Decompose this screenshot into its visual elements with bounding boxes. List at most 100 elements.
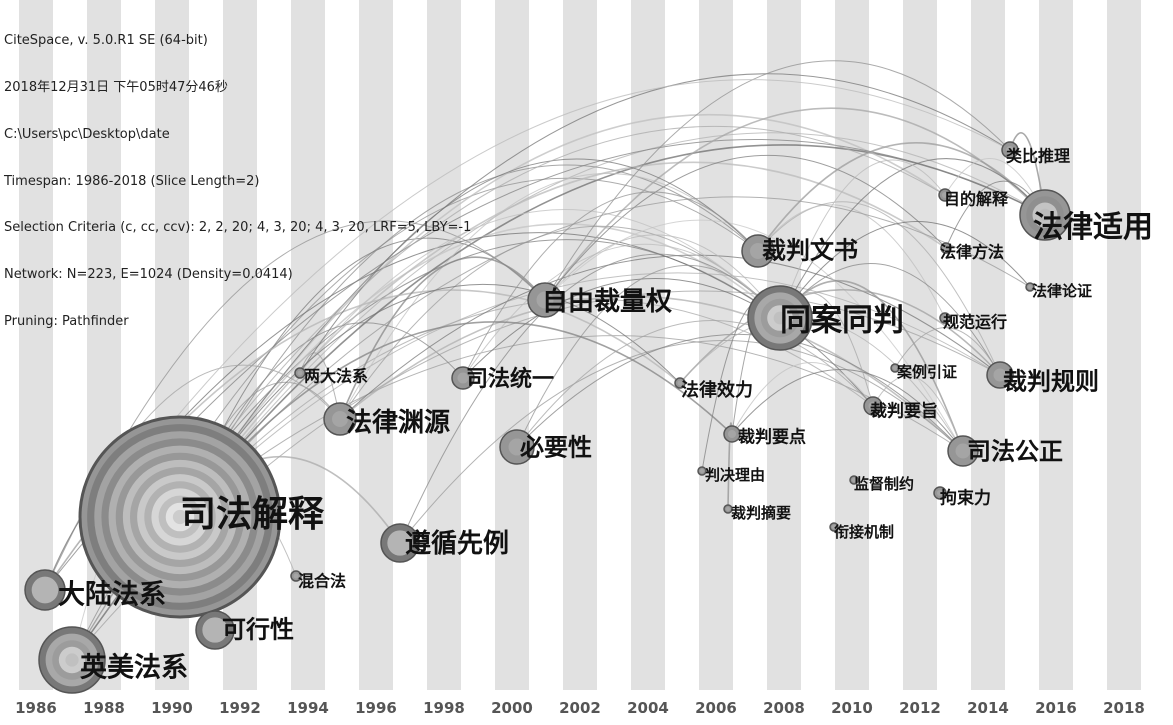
node-n16[interactable] [741,234,775,268]
year-stripe-2004 [631,0,665,690]
edge-n10-n23 [516,333,964,452]
edge-n1-n26 [179,161,947,518]
edge-n16-n25 [757,204,946,319]
run-info: CiteSpace, v. 5.0.R1 SE (64-bit) 2018年12… [4,2,471,361]
edge-n11-n26 [544,154,947,301]
node-n20[interactable] [890,363,900,373]
node-n3[interactable] [38,626,106,694]
node-n26[interactable] [940,242,952,254]
node-n4[interactable] [195,610,235,650]
node-label-n10: 必要性 [520,433,592,462]
node-n27[interactable] [986,361,1014,389]
node-n13[interactable] [697,466,707,476]
edge-n7-n11 [339,256,546,420]
year-stripe-2012 [903,0,937,690]
year-label-1990: 1990 [151,699,193,717]
edge-n1-n23 [179,335,964,518]
node-n22[interactable] [933,486,947,500]
node-label-n21: 裁判要旨 [870,401,938,422]
info-pruning: Pruning: Pathfinder [4,313,129,329]
node-n28[interactable] [1001,141,1019,159]
edge-n1-n27 [179,272,1001,518]
info-timespan: Timespan: 1986-2018 (Slice Length=2) [4,173,260,189]
node-n30[interactable] [1025,282,1035,292]
node-n6[interactable] [294,367,306,379]
edge-n11-n23 [544,219,964,452]
node-label-n24: 目的解释 [944,190,1009,209]
edge-n8-n23 [399,340,964,544]
edge-n17-n24 [779,159,946,319]
year-label-1986: 1986 [15,699,57,717]
node-label-n16: 裁判文书 [762,236,858,265]
node-n29[interactable] [1019,189,1071,241]
node-n2[interactable] [24,569,66,611]
node-n19[interactable] [829,522,839,532]
node-n7[interactable] [323,402,357,436]
node-label-n13: 判决理由 [705,466,765,484]
year-axis: 1986 1988 1990 1992 1994 1996 1998 2000 2002 2004… [15,699,1145,717]
node-n23[interactable] [947,435,979,467]
node-n9[interactable] [451,366,475,390]
year-label-2018: 2018 [1103,699,1145,717]
year-label-2006: 2006 [695,699,737,717]
edge-n15-n23 [731,368,964,452]
node-label-n15: 裁判要点 [738,427,806,448]
node-n18[interactable] [849,475,859,485]
node-label-n23: 司法公正 [967,437,1063,466]
node-label-n20: 案例引证 [896,363,957,381]
year-label-2000: 2000 [491,699,533,717]
year-label-1994: 1994 [287,699,329,717]
edge-n2-n28 [44,79,1011,591]
node-label-n11: 自由裁量权 [542,286,672,317]
node-label-n26: 法律方法 [940,243,1004,262]
year-stripe-2014 [971,0,1005,690]
node-label-n4: 可行性 [222,615,294,644]
node-label-n25: 规范运行 [943,313,1007,332]
node-label-n12: 法律效力 [681,379,753,401]
node-n10[interactable] [499,429,535,465]
node-n12[interactable] [674,377,686,389]
node-label-n8: 遵循先例 [405,528,509,559]
node-label-n22: 拘束力 [940,488,991,509]
edge-n1-n28 [179,73,1011,518]
year-stripe-2016 [1039,0,1073,690]
edge-n12-n27 [679,289,1001,384]
node-n5[interactable] [290,570,302,582]
node-label-n5: 混合法 [298,572,346,591]
edge-n20-n27 [894,327,1001,376]
node-n14[interactable] [723,504,733,514]
edge-n7-n23 [339,295,964,452]
node-label-n7: 法律渊源 [346,408,450,438]
edge-n12-n23 [679,317,964,452]
edge-n7-n16 [339,173,759,420]
node-n15[interactable] [723,425,741,443]
year-label-1996: 1996 [355,699,397,717]
year-label-2014: 2014 [967,699,1009,717]
node-n17[interactable] [747,285,813,351]
edge-n1-n15 [179,321,733,518]
keyword-nodes [24,141,1071,694]
node-n8[interactable] [380,523,420,563]
node-label-n19: 衔接机制 [834,523,894,541]
info-date: 2018年12月31日 下午05时47分46秒 [4,79,228,95]
node-n1[interactable] [78,415,282,619]
year-label-1998: 1998 [423,699,465,717]
node-n11[interactable] [527,282,563,318]
edge-n1-n29 [179,132,1046,518]
node-n25[interactable] [939,312,951,324]
node-n21[interactable] [863,396,883,416]
edge-n17-n30 [779,221,1031,319]
edge-n6-n17 [299,209,781,374]
year-label-2012: 2012 [899,699,941,717]
node-n24[interactable] [938,188,952,202]
node-label-n14: 裁判摘要 [731,504,791,522]
edge-n6-n7 [299,352,341,420]
node-label-n9: 司法统一 [466,366,554,392]
node-label-n3: 英美法系 [80,652,188,684]
node-label-n30: 法律论证 [1032,282,1092,300]
edge-n17-n27 [779,263,1001,376]
year-stripe-2002 [563,0,597,690]
